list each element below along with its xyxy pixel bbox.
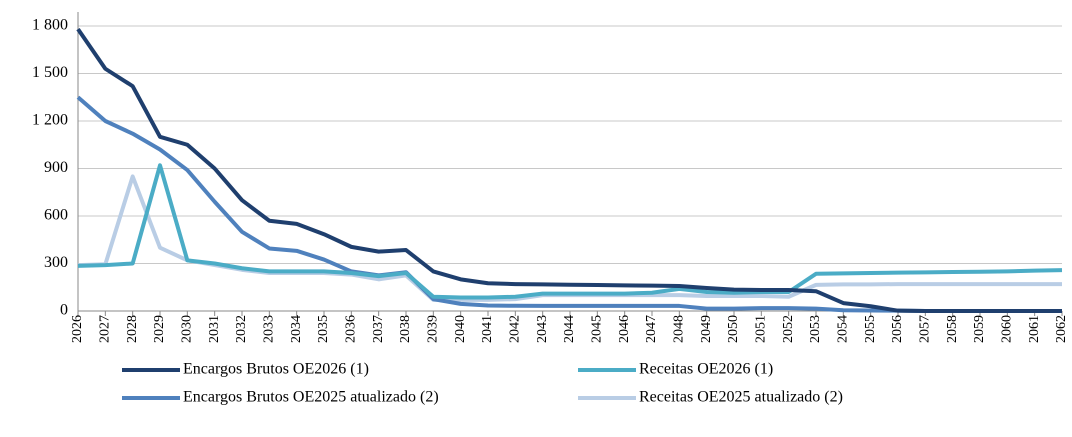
x-tick-label: 2038	[398, 315, 413, 343]
y-tick-label: 600	[44, 207, 68, 224]
legend-label: Receitas OE2025 atualizado (2)	[639, 389, 843, 406]
x-tick-label: 2045	[590, 315, 605, 343]
series-line	[76, 95, 1062, 313]
x-tick-label: 2042	[508, 315, 523, 343]
x-tick-label: 2048	[672, 315, 687, 343]
x-tick-label: 2056	[890, 315, 905, 343]
x-tick-label: 2031	[207, 315, 222, 343]
x-tick-label: 2039	[426, 315, 441, 343]
legend-label: Receitas OE2026 (1)	[639, 361, 773, 378]
x-tick-label: 2030	[180, 315, 195, 343]
series-line	[77, 174, 1062, 302]
x-tick-label: 2036	[344, 315, 359, 343]
x-tick-label: 2028	[125, 315, 140, 343]
y-tick-label: 1 500	[32, 64, 68, 81]
x-tick-label: 2040	[453, 315, 468, 343]
x-tick-label: 2053	[808, 315, 823, 343]
x-tick-label: 2032	[234, 315, 249, 343]
x-tick-label: 2060	[1000, 315, 1015, 343]
x-tick-label: 2034	[289, 315, 304, 343]
x-tick-label: 2059	[972, 315, 987, 343]
y-tick-label: 900	[44, 159, 68, 176]
x-tick-label: 2057	[918, 315, 933, 343]
x-tick-label: 2054	[836, 315, 851, 343]
x-tick-label: 2055	[863, 315, 878, 343]
x-tick-label: 2037	[371, 315, 386, 343]
y-tick-label: 1 200	[32, 112, 68, 129]
y-tick-label: 0	[60, 302, 68, 319]
x-tick-label: 2052	[781, 315, 796, 343]
x-tick-label: 2033	[262, 315, 277, 343]
x-tick-label: 2051	[754, 315, 769, 343]
y-tick-label: 1 800	[32, 17, 68, 34]
x-tick-label: 2050	[726, 315, 741, 343]
series-line	[76, 28, 1062, 313]
x-tick-label: 2043	[535, 315, 550, 343]
x-tick-label: 2046	[617, 315, 632, 343]
x-tick-label: 2035	[316, 315, 331, 343]
x-tick-label: 2044	[562, 315, 577, 343]
x-tick-label: 2041	[480, 315, 495, 343]
x-tick-label: 2026	[70, 315, 85, 343]
series-line	[77, 163, 1063, 300]
legend-label: Encargos Brutos OE2025 atualizado (2)	[183, 389, 439, 406]
x-tick-label: 2047	[644, 315, 659, 343]
legend-label: Encargos Brutos OE2026 (1)	[183, 361, 369, 378]
x-tick-label: 2049	[699, 315, 714, 343]
x-tick-label: 2061	[1027, 315, 1042, 343]
x-tick-label: 2027	[98, 315, 113, 343]
y-tick-label: 300	[44, 254, 68, 271]
x-tick-label: 2058	[945, 315, 960, 343]
x-tick-label: 2062	[1054, 315, 1069, 343]
x-tick-label: 2029	[152, 315, 167, 343]
